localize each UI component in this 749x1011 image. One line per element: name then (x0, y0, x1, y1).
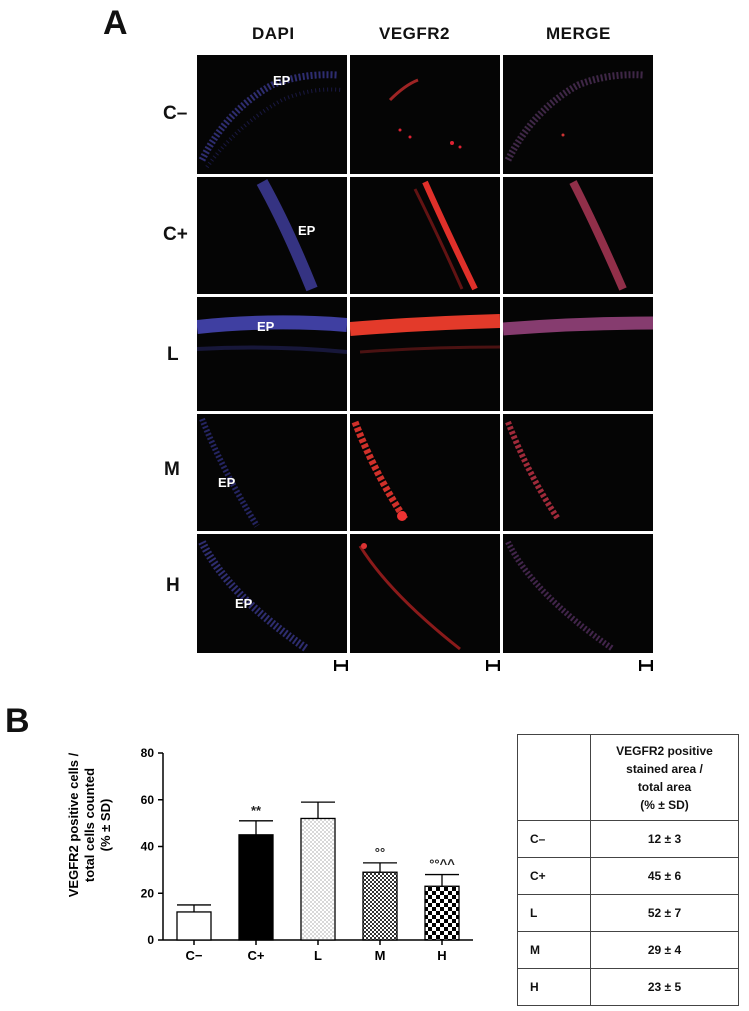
x-tick-label: C− (186, 948, 203, 963)
column-header-merge: MERGE (546, 24, 611, 43)
table-header: VEGFR2 positive stained area / total are… (590, 734, 739, 821)
table-row-group: L (517, 894, 591, 932)
bar (238, 834, 274, 941)
y-tick-label: 60 (141, 793, 155, 807)
y-tick-label: 20 (141, 886, 155, 900)
image-h-vegfr2 (350, 534, 500, 653)
bar (176, 911, 212, 941)
table-row-group: C+ (517, 857, 591, 895)
x-tick-label: L (314, 948, 322, 963)
table-row-value: 45 ± 6 (590, 857, 739, 895)
image-m-vegfr2 (350, 414, 500, 531)
table-row-value: 29 ± 4 (590, 931, 739, 969)
table-row-group: C– (517, 820, 591, 858)
x-tick-label: M (375, 948, 386, 963)
table-row: H 23 ± 5 (517, 968, 739, 1006)
x-tick-label: H (437, 948, 446, 963)
image-l-dapi: EP (197, 297, 347, 411)
table-row: C+ 45 ± 6 (517, 857, 739, 895)
image-c-plus-merge (503, 177, 653, 294)
y-tick-label: 80 (141, 746, 155, 760)
bar (424, 885, 460, 941)
row-label-l: L (167, 344, 179, 365)
row-label-h: H (166, 575, 180, 596)
image-m-merge (503, 414, 653, 531)
table-row-value: 12 ± 3 (590, 820, 739, 858)
row-label-c-minus: C– (163, 103, 188, 124)
y-axis-label-line: VEGFR2 positive cells / (66, 752, 81, 897)
ep-label: EP (235, 596, 253, 611)
image-c-minus-dapi: EP (197, 55, 347, 174)
significance-label: °° (375, 845, 385, 860)
panel-b-letter: B (5, 702, 30, 740)
ep-label: EP (273, 73, 291, 88)
image-m-dapi: EP (197, 414, 347, 531)
panel-a-letter: A (103, 4, 128, 42)
scale-bar-icon (334, 660, 348, 671)
table-row-value: 52 ± 7 (590, 894, 739, 932)
ep-label: EP (298, 223, 316, 238)
significance-label: °°^^ (429, 857, 455, 872)
y-tick-label: 0 (147, 933, 154, 947)
ep-label: EP (257, 319, 275, 334)
y-tick-label: 40 (141, 840, 155, 854)
column-header-dapi: DAPI (252, 24, 295, 43)
table-row: M 29 ± 4 (517, 931, 739, 969)
bar-chart: VEGFR2 positive cells / total cells coun… (66, 746, 473, 963)
image-l-merge (503, 297, 653, 411)
bar (362, 871, 398, 941)
y-axis-label-line: total cells counted (82, 768, 97, 882)
significance-label: ** (251, 803, 262, 818)
image-c-plus-vegfr2 (350, 177, 500, 294)
table-header-row: VEGFR2 positive stained area / total are… (517, 734, 739, 821)
ep-label: EP (218, 475, 236, 490)
scale-bar-icon (486, 660, 500, 671)
column-header-vegfr2: VEGFR2 (379, 24, 451, 43)
scale-bar-icon (639, 660, 653, 671)
vegfr2-area-table: VEGFR2 positive stained area / total are… (517, 734, 739, 1006)
table-row-value: 23 ± 5 (590, 968, 739, 1006)
row-label-c-plus: C+ (163, 224, 188, 245)
image-c-minus-vegfr2 (350, 55, 500, 174)
y-axis-label-line: (% ± SD) (98, 799, 113, 852)
row-label-m: M (164, 459, 180, 480)
bar (300, 817, 336, 941)
image-h-merge (503, 534, 653, 653)
image-l-vegfr2 (350, 297, 500, 411)
table-row-group: M (517, 931, 591, 969)
image-h-dapi: EP (197, 534, 347, 653)
x-tick-label: C+ (248, 948, 265, 963)
table-row-group: H (517, 968, 591, 1006)
table-row: C– 12 ± 3 (517, 820, 739, 858)
image-c-plus-dapi: EP (197, 177, 347, 294)
image-c-minus-merge (503, 55, 653, 174)
table-row: L 52 ± 7 (517, 894, 739, 932)
